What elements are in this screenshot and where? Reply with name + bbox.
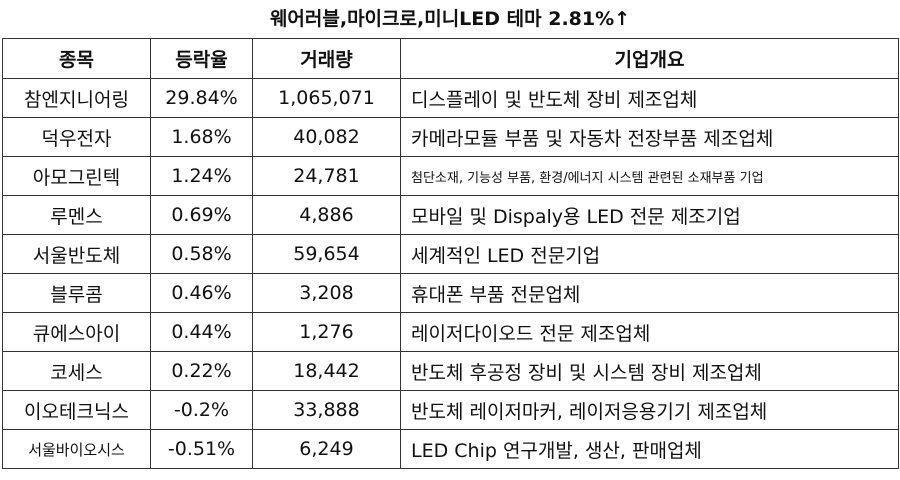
stock-name: 루멘스 xyxy=(2,195,151,235)
stock-name: 큐에스아이 xyxy=(2,312,151,352)
trade-volume: 24,781 xyxy=(252,156,401,196)
table-row: 덕우전자 1.68% 40,082 카메라모듈 부품 및 자동차 전장부품 제조… xyxy=(2,117,899,157)
change-rate: -0.51% xyxy=(150,429,253,469)
trade-volume: 18,442 xyxy=(252,351,401,391)
trade-volume: 6,249 xyxy=(252,429,401,469)
header-name: 종목 xyxy=(2,38,151,79)
change-rate: 0.22% xyxy=(150,351,253,391)
change-rate: 0.69% xyxy=(150,195,253,235)
stock-name: 아모그린텍 xyxy=(2,156,151,196)
company-overview: 반도체 후공정 장비 및 시스템 장비 제조업체 xyxy=(400,351,899,391)
table-row: 참엔지니어링 29.84% 1,065,071 디스플레이 및 반도체 장비 제… xyxy=(2,78,899,118)
table-row: 블루콤 0.46% 3,208 휴대폰 부품 전문업체 xyxy=(2,273,899,313)
trade-volume: 59,654 xyxy=(252,234,401,274)
company-overview: 레이저다이오드 전문 제조업체 xyxy=(400,312,899,352)
table-row: 아모그린텍 1.24% 24,781 첨단소재, 기능성 부품, 환경/에너지 … xyxy=(2,156,899,196)
company-overview: 휴대폰 부품 전문업체 xyxy=(400,273,899,313)
trade-volume: 40,082 xyxy=(252,117,401,157)
header-volume: 거래량 xyxy=(252,38,401,79)
table-row: 큐에스아이 0.44% 1,276 레이저다이오드 전문 제조업체 xyxy=(2,312,899,352)
stock-name: 참엔지니어링 xyxy=(2,78,151,118)
trade-volume: 33,888 xyxy=(252,390,401,430)
table-row: 코세스 0.22% 18,442 반도체 후공정 장비 및 시스템 장비 제조업… xyxy=(2,351,899,391)
trade-volume: 4,886 xyxy=(252,195,401,235)
table-row: 서울반도체 0.58% 59,654 세계적인 LED 전문기업 xyxy=(2,234,899,274)
company-overview: 반도체 레이저마커, 레이저응용기기 제조업체 xyxy=(400,390,899,430)
change-rate: 0.58% xyxy=(150,234,253,274)
trade-volume: 1,276 xyxy=(252,312,401,352)
stock-name: 코세스 xyxy=(2,351,151,391)
change-rate: 0.46% xyxy=(150,273,253,313)
change-rate: 29.84% xyxy=(150,78,253,118)
stock-name: 이오테크닉스 xyxy=(2,390,151,430)
stock-name: 서울반도체 xyxy=(2,234,151,274)
trade-volume: 3,208 xyxy=(252,273,401,313)
company-overview: 세계적인 LED 전문기업 xyxy=(400,234,899,274)
header-rate: 등락율 xyxy=(150,38,253,79)
company-overview: LED Chip 연구개발, 생산, 판매업체 xyxy=(400,429,899,469)
company-overview: 첨단소재, 기능성 부품, 환경/에너지 시스템 관련된 소재부품 기업 xyxy=(400,156,899,196)
company-overview: 카메라모듈 부품 및 자동차 전장부품 제조업체 xyxy=(400,117,899,157)
company-overview: 모바일 및 Dispaly용 LED 전문 제조기업 xyxy=(400,195,899,235)
stock-name: 블루콤 xyxy=(2,273,151,313)
change-rate: 1.24% xyxy=(150,156,253,196)
page-title: 웨어러블,마이크로,미니LED 테마 2.81%↑ xyxy=(269,8,631,30)
stock-name: 덕우전자 xyxy=(2,117,151,157)
header-overview: 기업개요 xyxy=(400,38,899,79)
trade-volume: 1,065,071 xyxy=(252,78,401,118)
table-row: 이오테크닉스 -0.2% 33,888 반도체 레이저마커, 레이저응용기기 제… xyxy=(2,390,899,430)
header-row: 종목 등락율 거래량 기업개요 xyxy=(2,38,899,79)
theme-stock-table: 종목 등락율 거래량 기업개요 참엔지니어링 29.84% 1,065,071 … xyxy=(2,38,899,469)
table-row: 루멘스 0.69% 4,886 모바일 및 Dispaly용 LED 전문 제조… xyxy=(2,195,899,235)
change-rate: 1.68% xyxy=(150,117,253,157)
change-rate: -0.2% xyxy=(150,390,253,430)
table-row: 서울바이오시스 -0.51% 6,249 LED Chip 연구개발, 생산, … xyxy=(2,429,899,469)
company-overview: 디스플레이 및 반도체 장비 제조업체 xyxy=(400,78,899,118)
change-rate: 0.44% xyxy=(150,312,253,352)
stock-name: 서울바이오시스 xyxy=(2,429,151,469)
